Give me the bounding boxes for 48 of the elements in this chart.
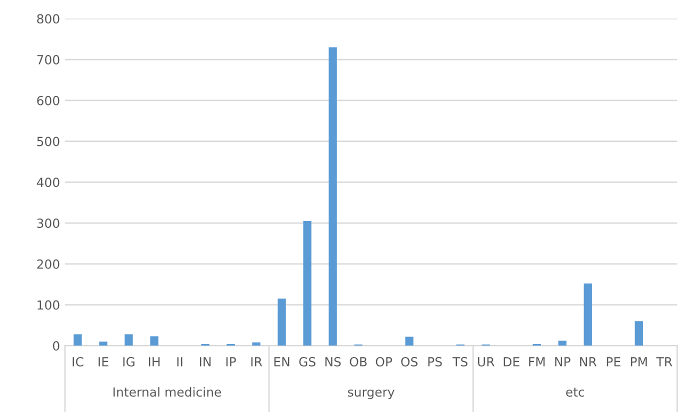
x-tick-label: FM: [529, 357, 545, 366]
x-tick-label: GS: [299, 357, 316, 366]
x-tick-label: UR: [478, 357, 494, 366]
text: surgery: [348, 390, 394, 400]
x-tick-label: PM: [630, 357, 647, 366]
text: etc: [566, 388, 584, 397]
y-tick-label: 600: [37, 96, 60, 106]
x-tick-label: IN: [200, 357, 211, 366]
y-tick-label: 400: [36, 178, 60, 188]
x-tick-label: IE: [98, 357, 108, 366]
text: Internal medicine: [114, 387, 222, 397]
bar: [303, 221, 312, 346]
x-tick-label: OB: [350, 357, 367, 366]
x-tick-label: PS: [428, 357, 442, 366]
x-tick-label: TS: [452, 357, 468, 366]
bar: [252, 342, 260, 346]
y-tick-label: 200: [37, 259, 60, 269]
x-tick-label: OS: [401, 357, 418, 366]
y-tick-label: 0: [52, 341, 60, 351]
y-tick-label: 300: [37, 218, 60, 228]
y-tick-label: 800: [37, 14, 60, 24]
x-tick-label: IG: [123, 357, 134, 366]
bar: [278, 298, 286, 346]
bar: [74, 334, 82, 346]
x-tick-label: IP: [226, 357, 236, 366]
x-tick-label: DE: [504, 357, 520, 366]
bar: [634, 321, 643, 346]
x-tick-label: NS: [325, 357, 341, 366]
bar: [584, 284, 592, 346]
x-tick-label: NP: [555, 357, 570, 366]
bar: [150, 336, 158, 346]
y-tick-label: 500: [37, 136, 60, 146]
x-tick-label: IC: [72, 357, 84, 366]
x-tick-label: EN: [274, 357, 290, 366]
x-tick-label: TR: [656, 357, 672, 366]
bar: [124, 334, 133, 346]
x-tick-label: OP: [376, 357, 392, 366]
x-tick-label: PE: [606, 357, 620, 366]
bar: [405, 336, 414, 346]
x-tick-label: NR: [580, 357, 597, 366]
bar: [328, 47, 337, 346]
x-tick-label: II: [177, 357, 182, 366]
x-tick-label: IR: [251, 357, 262, 366]
x-tick-label: IH: [148, 357, 160, 366]
bar: [558, 340, 566, 346]
y-tick-label: 700: [37, 54, 60, 64]
bar: [99, 342, 108, 346]
y-tick-label: 100: [38, 300, 60, 310]
